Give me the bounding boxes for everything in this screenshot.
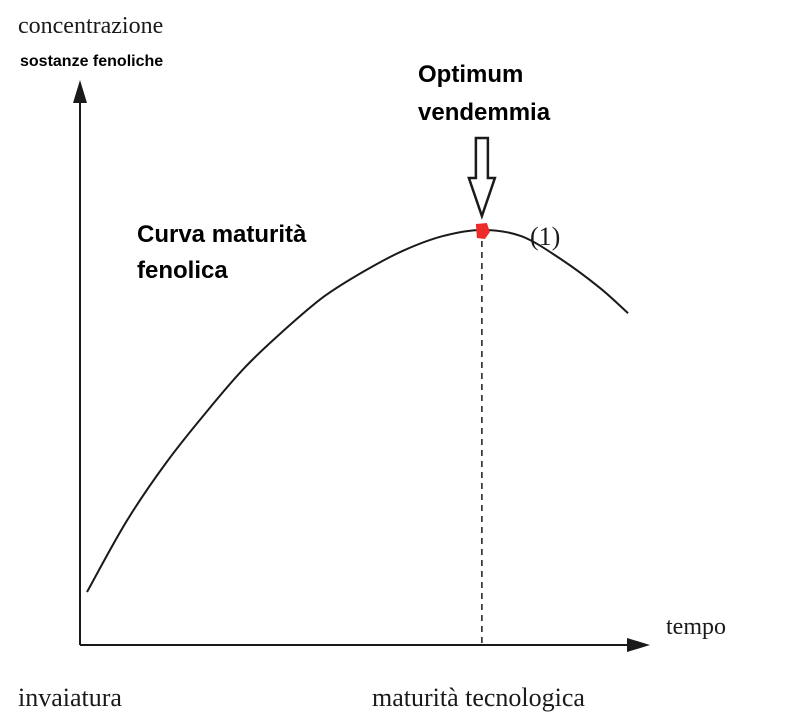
marker-title-line1: Optimum [418, 61, 523, 88]
y-axis-arrowhead [73, 80, 87, 103]
x-axis-label: tempo [666, 614, 726, 640]
series-label-line2: fenolica [137, 257, 228, 284]
series-label-line1: Curva maturità [137, 221, 307, 248]
y-axis-label-line1: concentrazione [18, 13, 163, 39]
peak-marker [475, 223, 490, 239]
x-axis-arrowhead [627, 638, 650, 652]
down-arrow-icon [467, 136, 497, 220]
y-axis-label-line2: sostanze fenoliche [20, 53, 163, 70]
curve-tag: (1) [530, 222, 560, 251]
x-tick-label-start: invaiatura [18, 683, 122, 712]
marker-title-line2: vendemmia [418, 99, 551, 126]
series-line-phenolic-maturity [86, 228, 629, 593]
x-tick-label-marker: maturità tecnologica [372, 683, 585, 712]
